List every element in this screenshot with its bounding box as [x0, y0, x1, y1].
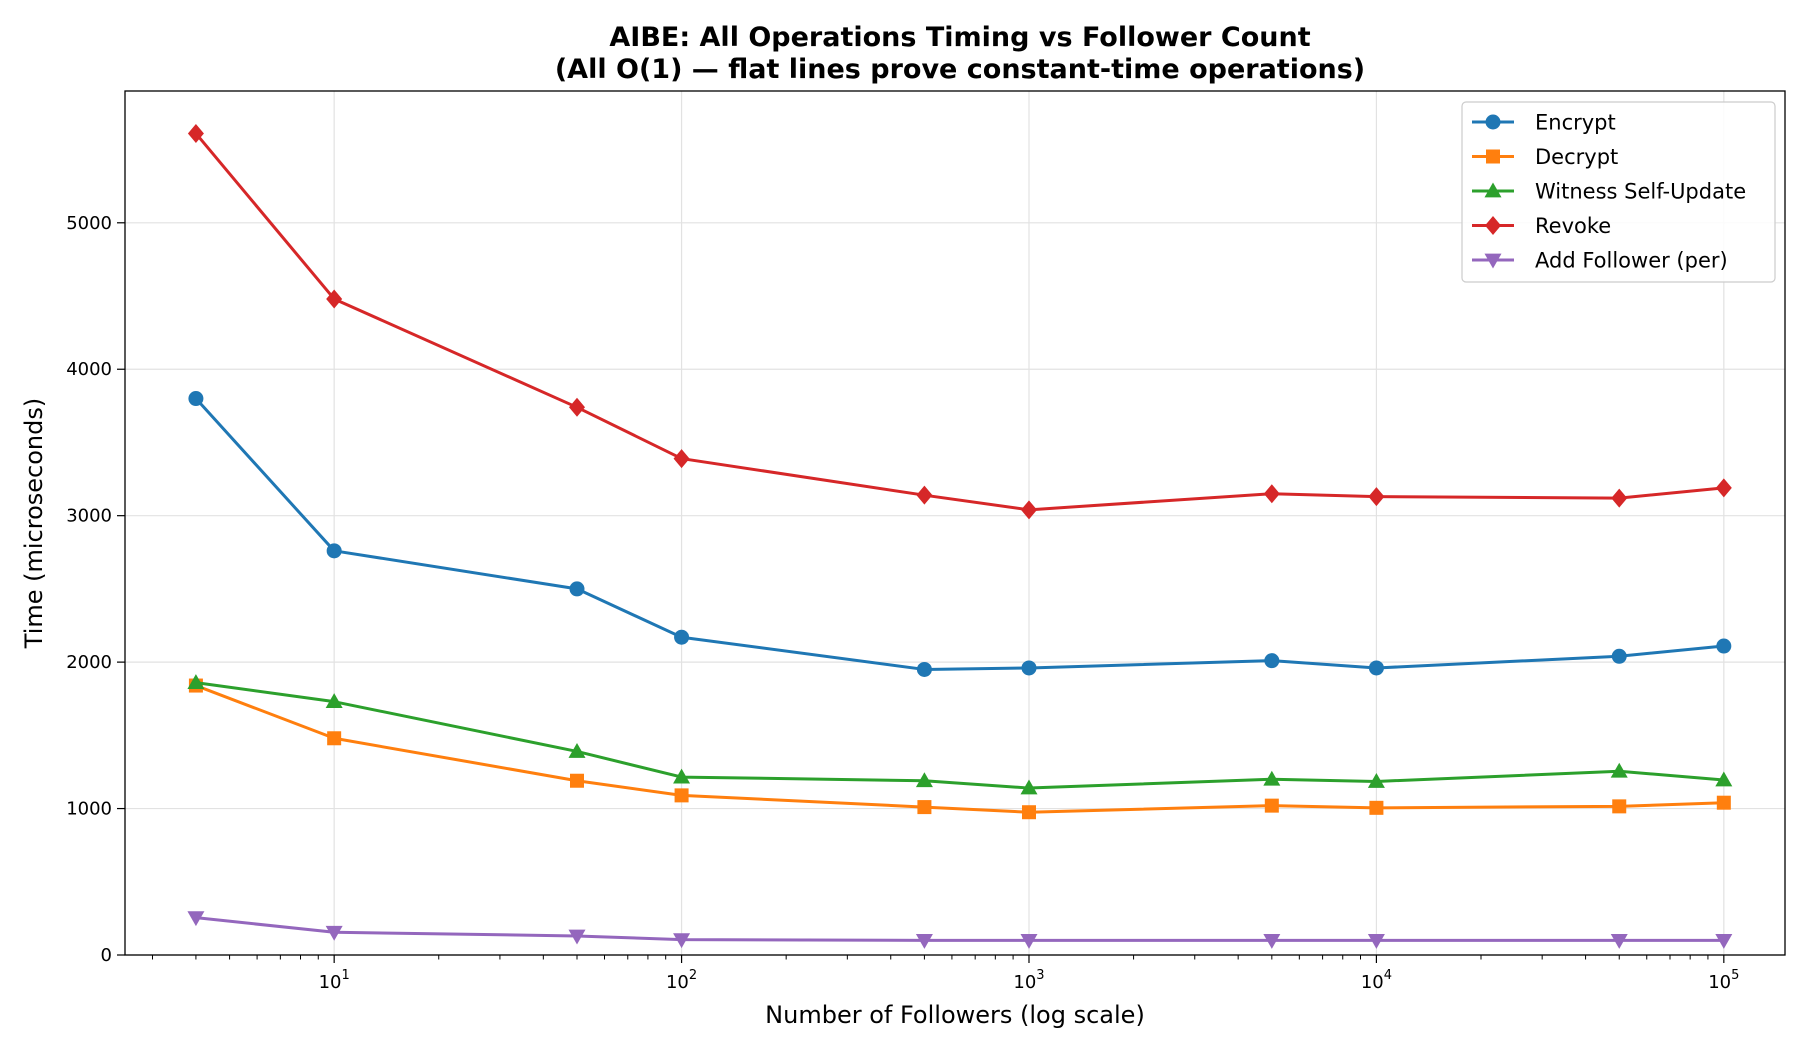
- x-tick-label: 104: [1361, 968, 1392, 993]
- series-revoke: [187, 123, 1732, 520]
- data-point: [917, 800, 932, 815]
- x-tick-label: 102: [666, 968, 697, 993]
- data-point: [568, 397, 585, 417]
- y-tick-label: 1000: [66, 799, 112, 820]
- legend-entry: Revoke: [1535, 214, 1611, 238]
- y-tick-label: 0: [101, 945, 112, 966]
- data-point: [325, 925, 343, 941]
- x-tick-label: 101: [319, 968, 350, 993]
- data-point: [569, 581, 585, 597]
- data-point: [326, 289, 343, 309]
- data-point: [1610, 762, 1628, 778]
- data-point: [1715, 933, 1733, 949]
- data-point: [568, 742, 586, 758]
- data-point: [1369, 800, 1384, 815]
- y-tick-label: 2000: [66, 652, 112, 673]
- data-point: [674, 629, 690, 645]
- data-point: [1612, 799, 1627, 814]
- legend-entry: Add Follower (per): [1535, 249, 1728, 273]
- data-point: [674, 788, 689, 803]
- legend-entry: Witness Self-Update: [1535, 180, 1746, 204]
- data-point: [187, 911, 205, 927]
- data-point: [327, 731, 342, 746]
- data-point: [1716, 795, 1731, 810]
- series-line: [195, 681, 1724, 790]
- data-point: [1020, 779, 1038, 795]
- data-point: [1263, 770, 1281, 786]
- series-line: [194, 132, 1724, 512]
- legend-marker: [1486, 149, 1500, 164]
- data-point: [673, 933, 691, 949]
- data-point: [1716, 638, 1732, 654]
- data-point: [1715, 478, 1732, 498]
- series-decrypt: [188, 678, 1731, 820]
- data-point: [1264, 653, 1280, 669]
- data-point: [1367, 772, 1385, 788]
- data-point: [187, 123, 204, 143]
- legend-entry: Decrypt: [1535, 145, 1618, 169]
- data-point: [916, 661, 932, 677]
- legend-marker: [1485, 114, 1501, 130]
- series-add-follower-per: [187, 911, 1733, 949]
- y-tick-label: 4000: [66, 359, 112, 380]
- legend-marker: [1485, 216, 1501, 235]
- data-point: [1263, 933, 1281, 949]
- series-line: [194, 397, 1724, 671]
- y-tick-label: 3000: [66, 506, 112, 527]
- data-point: [1020, 500, 1037, 520]
- data-point: [1020, 933, 1038, 949]
- data-point: [326, 543, 342, 559]
- data-point: [1367, 933, 1385, 949]
- data-point: [325, 693, 343, 709]
- chart-subtitle: (All O(1) — flat lines prove constant-ti…: [555, 54, 1365, 85]
- data-point: [187, 674, 205, 689]
- data-point: [1610, 933, 1628, 949]
- data-point: [1368, 487, 1385, 507]
- data-point: [1611, 488, 1628, 508]
- series-witness-self-update: [187, 674, 1733, 795]
- legend-box: [1461, 101, 1776, 283]
- data-point: [1021, 805, 1036, 820]
- data-point: [568, 929, 586, 945]
- data-point: [915, 933, 933, 949]
- series-layer: [187, 123, 1733, 949]
- data-point: [1264, 798, 1279, 813]
- legend-entry: Encrypt: [1535, 111, 1616, 135]
- data-point: [1611, 648, 1627, 664]
- series-line: [195, 684, 1724, 814]
- y-axis-label: Time (microseconds): [20, 398, 48, 649]
- data-point: [1021, 660, 1037, 676]
- legend-marker: [1484, 182, 1502, 198]
- data-point: [916, 485, 933, 505]
- plot-frame: [124, 90, 1786, 956]
- data-point: [569, 773, 584, 788]
- data-point: [1263, 484, 1280, 504]
- data-point: [188, 391, 204, 407]
- x-tick-label: 105: [1708, 968, 1739, 993]
- data-point: [1715, 771, 1733, 787]
- legend-marker: [1484, 253, 1502, 269]
- data-point: [673, 449, 690, 469]
- series-line: [195, 916, 1724, 942]
- chart-title: AIBE: All Operations Timing vs Follower …: [609, 22, 1310, 53]
- axis-ticks: 101 102 103 104 105 0 1000 2000 3000 4000 5000: [66, 213, 1739, 993]
- y-tick-label: 5000: [66, 213, 112, 234]
- x-tick-label: 103: [1013, 968, 1044, 993]
- x-axis-label: Number of Followers (log scale): [765, 1001, 1145, 1029]
- data-point: [915, 772, 933, 788]
- legend: Encrypt Decrypt Witness Self-Update Revoke A…: [1461, 101, 1776, 283]
- data-point: [1368, 660, 1384, 676]
- series-encrypt: [188, 391, 1732, 677]
- data-point: [673, 768, 691, 784]
